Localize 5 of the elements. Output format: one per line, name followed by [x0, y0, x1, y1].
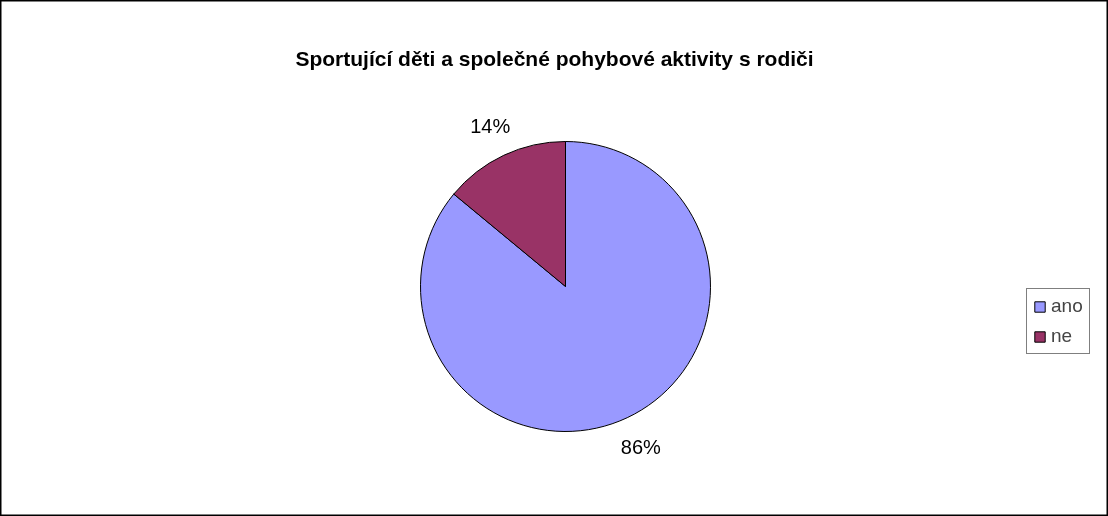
data-label: 14%: [470, 115, 511, 138]
legend-label: ne: [1051, 325, 1073, 347]
chart-title: Sportující děti a společné pohybové aktivity s rodiči: [295, 47, 814, 70]
legend-label: ano: [1051, 295, 1083, 317]
data-label: 86%: [620, 435, 662, 458]
